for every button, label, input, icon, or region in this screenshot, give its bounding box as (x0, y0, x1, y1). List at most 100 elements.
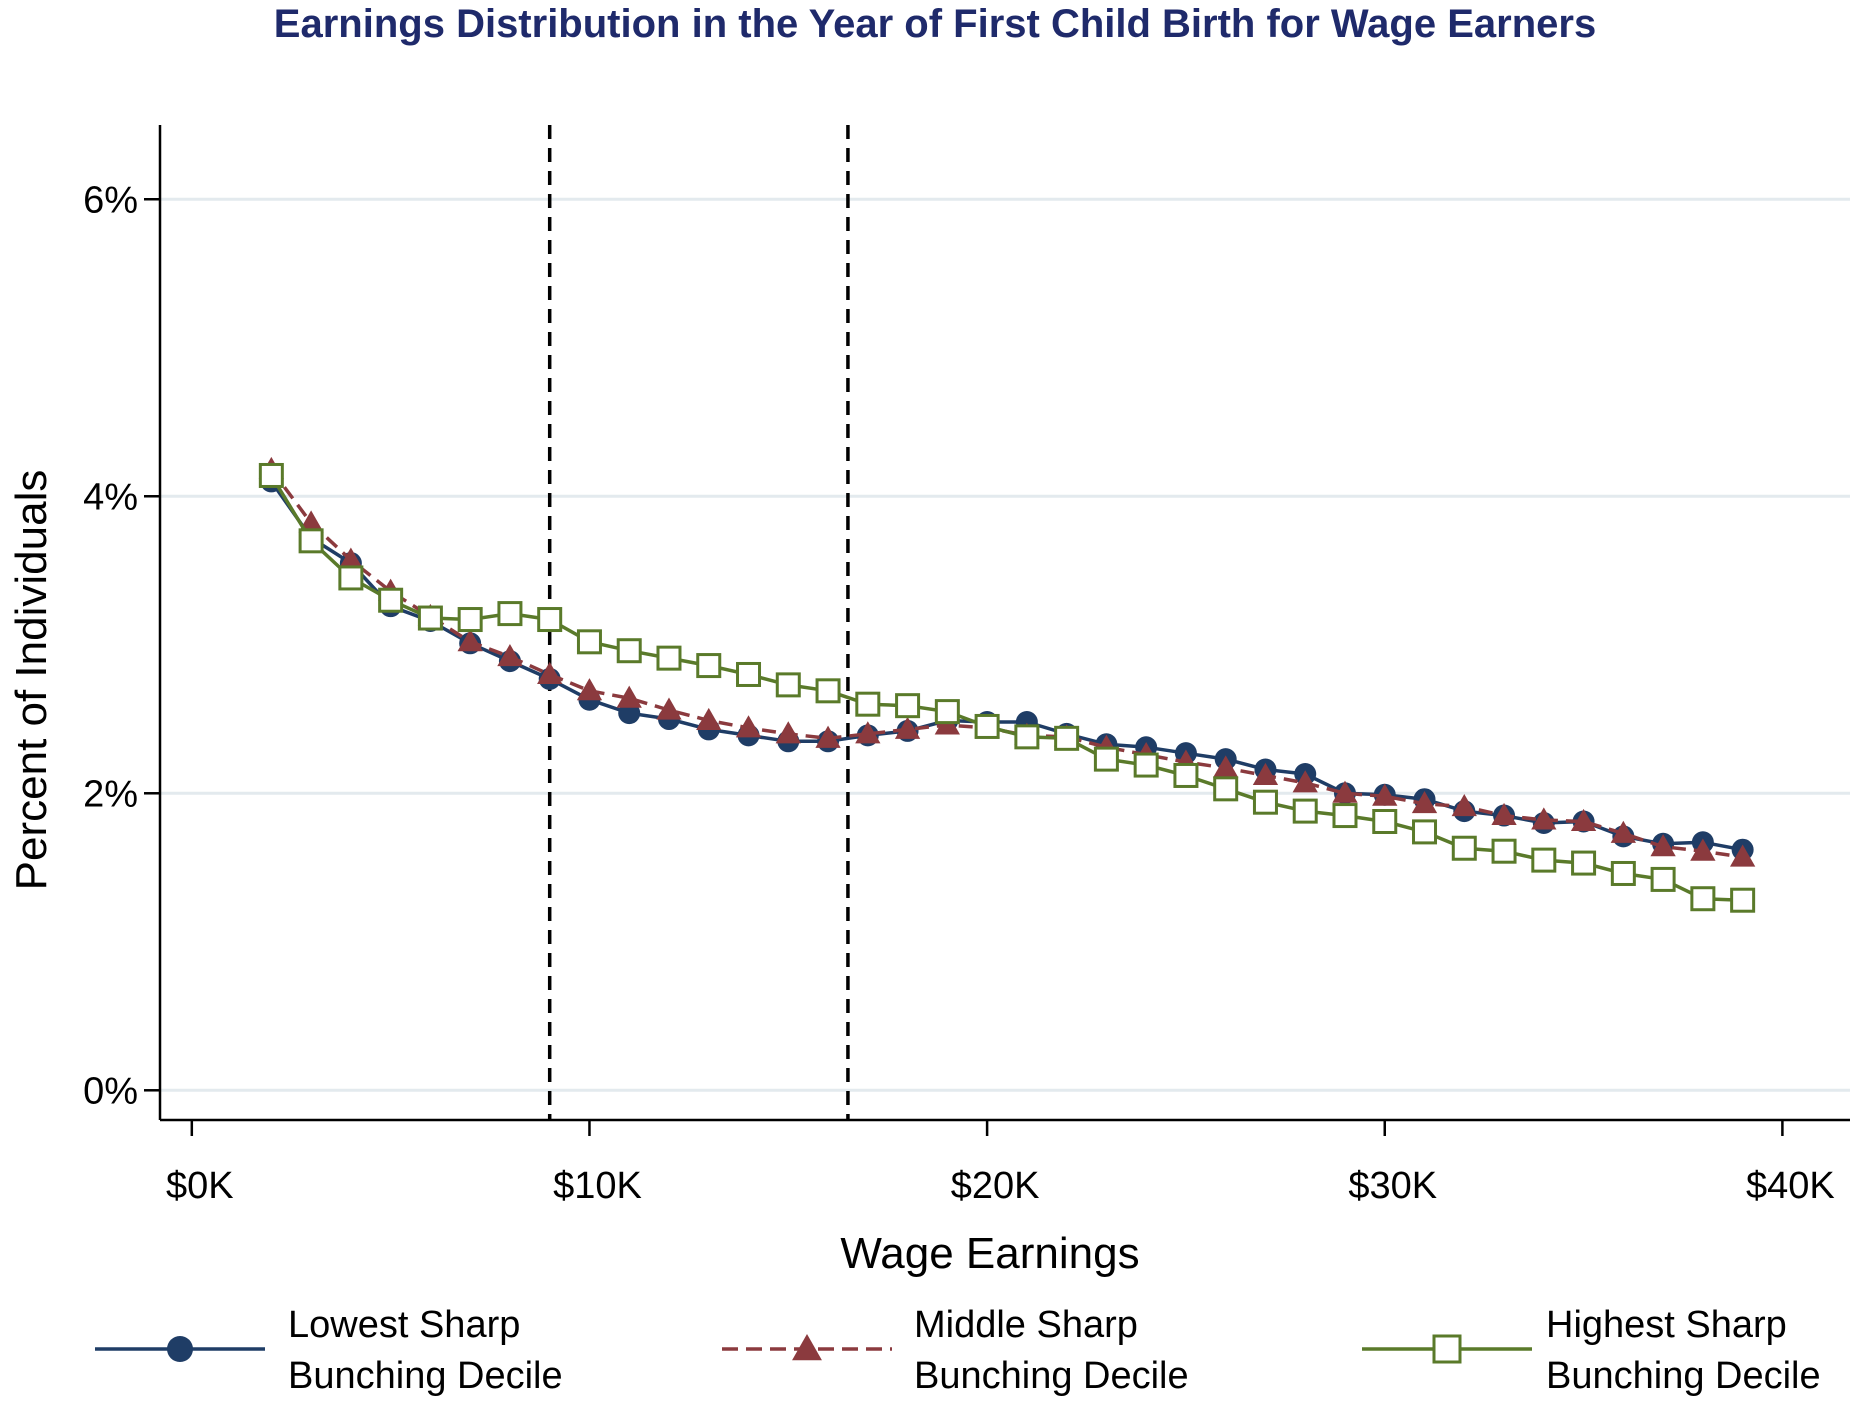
data-point (894, 716, 921, 739)
data-point (1650, 834, 1676, 857)
axes: 0% 2% 4% 6% $0K $10K $20K $30K $40K (83, 125, 1850, 1207)
series-triangle (258, 456, 1756, 867)
y-axis-label: Percent of Individuals (7, 470, 56, 891)
data-point (1690, 886, 1716, 912)
legend-label: Middle Sharp (914, 1304, 1138, 1346)
data-point (815, 678, 841, 704)
data-point (934, 699, 960, 725)
data-point (1213, 776, 1239, 802)
data-point (1690, 838, 1716, 861)
data-point (457, 607, 483, 633)
data-point (1610, 820, 1636, 843)
x-axis-label: Wage Earnings (840, 1229, 1139, 1278)
data-point (1372, 809, 1398, 834)
data-point (1252, 762, 1279, 785)
legend-item: Highest Sharp Bunching Decile (1362, 1304, 1821, 1397)
data-point (1531, 807, 1557, 830)
data-point (1054, 725, 1080, 751)
x-tick-label: $20K (951, 1165, 1040, 1207)
data-point (1213, 755, 1239, 778)
data-point (1014, 724, 1040, 750)
data-point (298, 528, 324, 554)
data-point (775, 721, 801, 744)
series-square (258, 462, 1756, 913)
legend-marker (792, 1334, 822, 1361)
data-point (1133, 752, 1159, 778)
legend-label: Lowest Sharp (288, 1304, 520, 1346)
data-point (338, 547, 364, 570)
data-point (1451, 793, 1477, 817)
data-point (1093, 746, 1119, 772)
data-point (1252, 789, 1278, 815)
data-point (537, 607, 563, 633)
y-tick-label: 0% (83, 1070, 138, 1112)
legend-item: Lowest Sharp Bunching Decile (95, 1304, 563, 1397)
data-point (338, 565, 364, 591)
x-tick-label: $0K (166, 1165, 234, 1207)
data-point (1610, 860, 1636, 886)
data-point (1730, 887, 1756, 913)
legend-label: Bunching Decile (1546, 1355, 1821, 1397)
data-point (258, 462, 284, 488)
gridlines (160, 197, 1850, 1092)
data-point (576, 678, 603, 701)
data-point (736, 661, 762, 687)
axis-labels: Wage Earnings Percent of Individuals (7, 470, 1140, 1278)
legend-label: Bunching Decile (914, 1355, 1189, 1397)
series-line (269, 468, 1743, 859)
data-point (1531, 847, 1557, 873)
data-point (895, 693, 921, 719)
data-point (378, 587, 404, 613)
data-point (696, 653, 722, 679)
data-point (1372, 783, 1398, 806)
data-point (616, 638, 642, 664)
data-point (974, 713, 1000, 739)
series-circle (260, 470, 1754, 861)
data-point (576, 629, 602, 655)
x-tick-label: $40K (1746, 1165, 1835, 1207)
data-point (1292, 798, 1318, 824)
data-point (417, 605, 443, 631)
data-point (656, 697, 682, 720)
y-tick-label: 2% (83, 773, 138, 815)
data-point (616, 685, 642, 708)
legend-item: Middle Sharp Bunching Decile (722, 1304, 1189, 1397)
legend: Lowest Sharp Bunching Decile Middle Sharp B… (95, 1304, 1821, 1397)
data-point (1729, 844, 1756, 867)
data-point (1570, 808, 1597, 831)
data-point (1411, 791, 1438, 814)
x-tick-label: $30K (1348, 1165, 1437, 1207)
data-point (537, 661, 563, 684)
data-point (1173, 762, 1199, 788)
data-point (696, 707, 722, 731)
data-point (1332, 780, 1358, 803)
y-tick-label: 6% (83, 179, 138, 221)
data-point (1650, 866, 1676, 892)
series-layer (258, 456, 1756, 913)
data-point (1491, 802, 1517, 826)
chart-title: Earnings Distribution in the Year of Fir… (273, 2, 1597, 46)
data-point (735, 715, 762, 738)
reference-lines (547, 125, 850, 1120)
data-point (1571, 850, 1597, 876)
data-point (1491, 838, 1517, 864)
data-point (1292, 770, 1318, 793)
legend-marker (1432, 1334, 1462, 1364)
data-point (815, 725, 841, 748)
data-point (775, 672, 801, 698)
data-point (656, 645, 682, 671)
data-point (497, 644, 523, 667)
data-point (855, 721, 881, 744)
legend-label: Highest Sharp (1546, 1304, 1787, 1346)
data-point (1332, 803, 1358, 829)
x-tick-label: $10K (553, 1165, 642, 1207)
y-tick-label: 4% (83, 476, 138, 518)
series-line (269, 474, 1743, 902)
data-point (457, 629, 483, 652)
legend-marker (167, 1336, 193, 1362)
data-point (298, 510, 324, 533)
data-point (1451, 835, 1477, 861)
data-point (1412, 819, 1438, 845)
legend-label: Bunching Decile (288, 1355, 563, 1397)
